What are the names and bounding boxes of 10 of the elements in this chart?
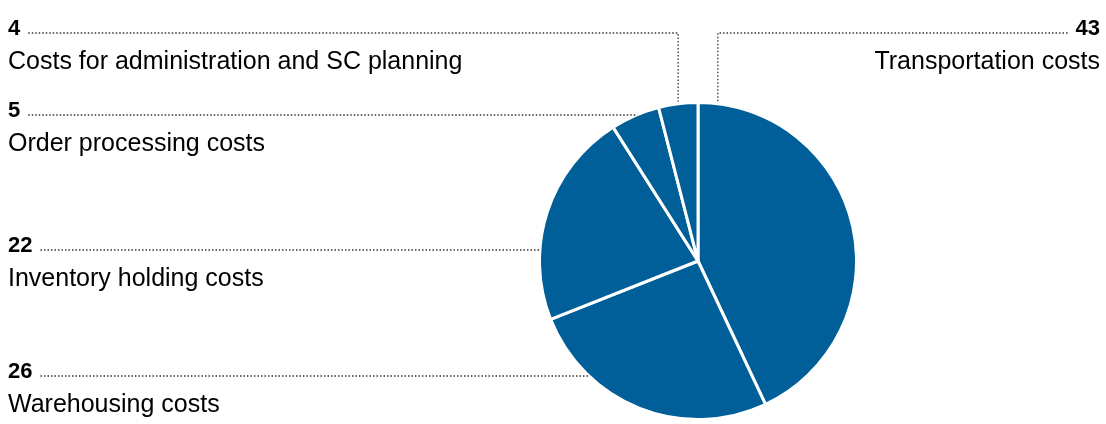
data-label: 26: [8, 358, 33, 383]
data-label: 4: [8, 15, 21, 40]
data-label: 5: [8, 97, 21, 122]
slice-label: Transportation costs: [874, 46, 1100, 74]
slice-label: Warehousing costs: [8, 389, 220, 417]
data-label: 22: [8, 232, 33, 257]
slice-label: Costs for administration and SC planning: [8, 46, 463, 74]
slice-label: Order processing costs: [8, 128, 266, 156]
data-label: 43: [1075, 15, 1100, 40]
slice-label: Inventory holding costs: [8, 263, 264, 291]
